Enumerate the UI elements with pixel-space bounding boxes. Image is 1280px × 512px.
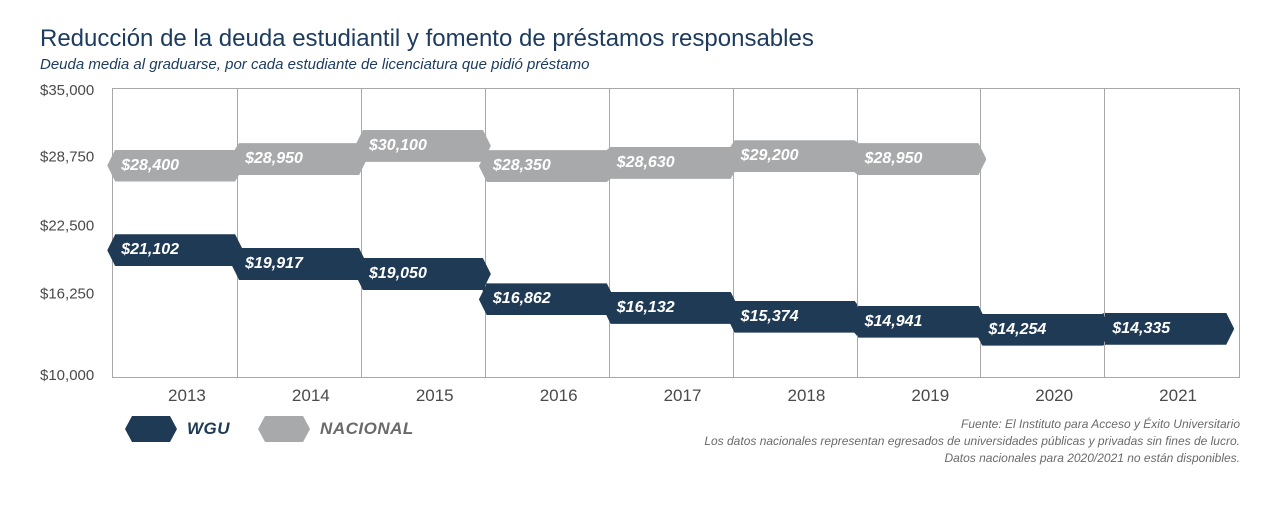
source-line: Datos nacionales para 2020/2021 no están…: [704, 450, 1240, 467]
source-line: Los datos nacionales representan egresad…: [704, 433, 1240, 450]
legend-item: NACIONAL: [258, 416, 414, 442]
source-line: Fuente: El Instituto para Acceso y Éxito…: [704, 416, 1240, 433]
data-ribbon: $16,132: [603, 292, 739, 324]
source-note: Fuente: El Instituto para Acceso y Éxito…: [704, 416, 1240, 466]
y-tick-label: $22,500: [40, 218, 94, 233]
y-tick-label: $35,000: [40, 83, 94, 98]
chart-footer: WGU NACIONAL Fuente: El Instituto para Ac…: [40, 416, 1240, 466]
data-ribbon: $19,050: [355, 258, 491, 290]
data-ribbon: $28,350: [479, 150, 615, 182]
x-tick-label: 2017: [621, 378, 745, 406]
y-tick-label: $28,750: [40, 149, 94, 164]
data-ribbon: $21,102: [107, 234, 243, 266]
legend-item: WGU: [125, 416, 230, 442]
chart-title: Reducción de la deuda estudiantil y fome…: [40, 25, 1240, 53]
chart: $35,000$28,750$22,500$16,250$10,000 $28,…: [40, 88, 1240, 378]
data-ribbon: $15,374: [727, 301, 863, 333]
x-tick-label: 2018: [744, 378, 868, 406]
x-tick-label: 2019: [868, 378, 992, 406]
data-ribbon: $29,200: [727, 140, 863, 172]
legend-label: WGU: [187, 419, 230, 439]
data-ribbon: $28,630: [603, 147, 739, 179]
data-ribbon: $14,254: [974, 314, 1110, 346]
data-ribbon: $14,941: [851, 306, 987, 338]
x-axis: 201320142015201620172018201920202021: [40, 378, 1240, 406]
x-tick-label: 2014: [249, 378, 373, 406]
x-tick-label: 2016: [497, 378, 621, 406]
y-tick-label: $16,250: [40, 287, 94, 302]
legend: WGU NACIONAL: [125, 416, 414, 442]
x-tick-label: 2021: [1116, 378, 1240, 406]
data-ribbon: $28,950: [231, 143, 367, 175]
plot-area: $28,400$28,950$30,100$28,350$28,630$29,2…: [112, 88, 1240, 378]
gridline: [485, 89, 486, 377]
x-tick-label: 2020: [992, 378, 1116, 406]
legend-swatch: [125, 416, 177, 442]
legend-swatch: [258, 416, 310, 442]
legend-label: NACIONAL: [320, 419, 414, 439]
y-tick-label: $10,000: [40, 368, 94, 383]
y-axis: $35,000$28,750$22,500$16,250$10,000: [40, 88, 112, 378]
data-ribbon: $14,335: [1098, 313, 1234, 345]
data-ribbon: $28,950: [851, 143, 987, 175]
gridline: [609, 89, 610, 377]
data-ribbon: $19,917: [231, 248, 367, 280]
gridline: [237, 89, 238, 377]
x-tick-label: 2013: [125, 378, 249, 406]
data-ribbon: $30,100: [355, 130, 491, 162]
x-tick-label: 2015: [373, 378, 497, 406]
chart-subtitle: Deuda media al graduarse, por cada estud…: [40, 56, 1240, 73]
gridline: [733, 89, 734, 377]
data-ribbon: $16,862: [479, 283, 615, 315]
data-ribbon: $28,400: [107, 150, 243, 182]
